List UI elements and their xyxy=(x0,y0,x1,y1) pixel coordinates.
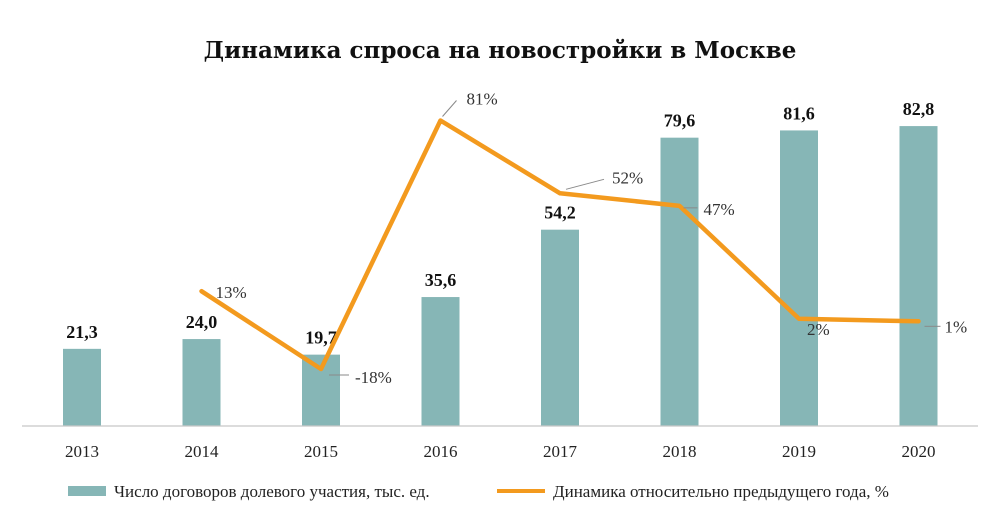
bar-value-label: 79,6 xyxy=(664,111,696,131)
x-tick-2014: 2014 xyxy=(185,442,220,461)
legend-line-label: Динамика относительно предыдущего года, … xyxy=(553,482,889,501)
bar-value-label: 21,3 xyxy=(66,322,98,342)
line-label-leader xyxy=(442,100,457,117)
x-tick-2016: 2016 xyxy=(424,442,458,461)
line-label-leader xyxy=(565,178,605,190)
bar-2014 xyxy=(182,339,221,426)
bar-value-label: 82,8 xyxy=(903,99,935,119)
line-value-label: 1% xyxy=(945,317,968,336)
x-tick-2020: 2020 xyxy=(902,442,936,461)
line-value-label: 47% xyxy=(704,200,735,219)
legend-bar-swatch xyxy=(68,486,106,496)
chart-title: Динамика спроса на новостройки в Москве xyxy=(204,37,797,64)
bar-value-label: 54,2 xyxy=(544,203,576,223)
x-tick-2013: 2013 xyxy=(65,442,99,461)
bar-value-label: 81,6 xyxy=(783,103,815,123)
legend: Число договоров долевого участия, тыс. е… xyxy=(68,482,889,501)
line-value-label: 2% xyxy=(807,320,830,339)
bar-2019 xyxy=(780,130,818,426)
bar-value-label: 24,0 xyxy=(186,312,218,332)
line-value-label: 52% xyxy=(612,168,643,187)
line-layer: 13% -18% 81% 52% 47% 2% 1% xyxy=(199,90,968,387)
line-value-label: 13% xyxy=(216,283,247,302)
line-series xyxy=(199,118,921,372)
legend-bar-label: Число договоров долевого участия, тыс. е… xyxy=(114,482,430,501)
bar-2013 xyxy=(63,348,101,426)
bar-2018 xyxy=(660,137,699,426)
bar-2016 xyxy=(421,297,460,426)
bars-layer: 21,3 24,0 19,7 35,6 54,2 79,6 81,6 82,8 xyxy=(63,99,938,426)
x-tick-labels: 2013 2014 2015 2016 2017 2018 2019 2020 xyxy=(65,442,936,461)
bar-2017 xyxy=(541,229,579,426)
bar-2020 xyxy=(899,126,938,426)
line-value-label: 81% xyxy=(467,90,498,109)
line-value-label: -18% xyxy=(355,368,392,387)
x-tick-2017: 2017 xyxy=(543,442,578,461)
bar-value-label: 19,7 xyxy=(305,328,337,348)
x-tick-2018: 2018 xyxy=(663,442,697,461)
bar-value-label: 35,6 xyxy=(425,270,457,290)
x-tick-2015: 2015 xyxy=(304,442,338,461)
x-tick-2019: 2019 xyxy=(782,442,816,461)
